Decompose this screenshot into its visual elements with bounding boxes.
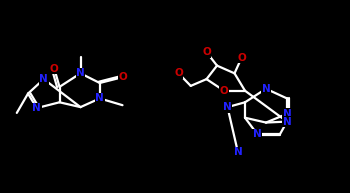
Text: O: O (202, 47, 211, 57)
Text: N: N (262, 84, 270, 94)
Text: N: N (32, 103, 41, 113)
Text: O: O (174, 68, 183, 78)
Text: O: O (50, 63, 59, 74)
Text: N: N (283, 117, 291, 127)
Text: N: N (76, 68, 85, 78)
Text: N: N (39, 74, 48, 84)
Text: N: N (283, 109, 291, 119)
Text: O: O (237, 53, 246, 63)
Text: N: N (95, 93, 104, 103)
Text: N: N (253, 129, 262, 139)
Text: N: N (223, 102, 232, 112)
Text: N: N (234, 147, 243, 157)
Text: O: O (220, 86, 228, 96)
Text: O: O (118, 72, 127, 82)
